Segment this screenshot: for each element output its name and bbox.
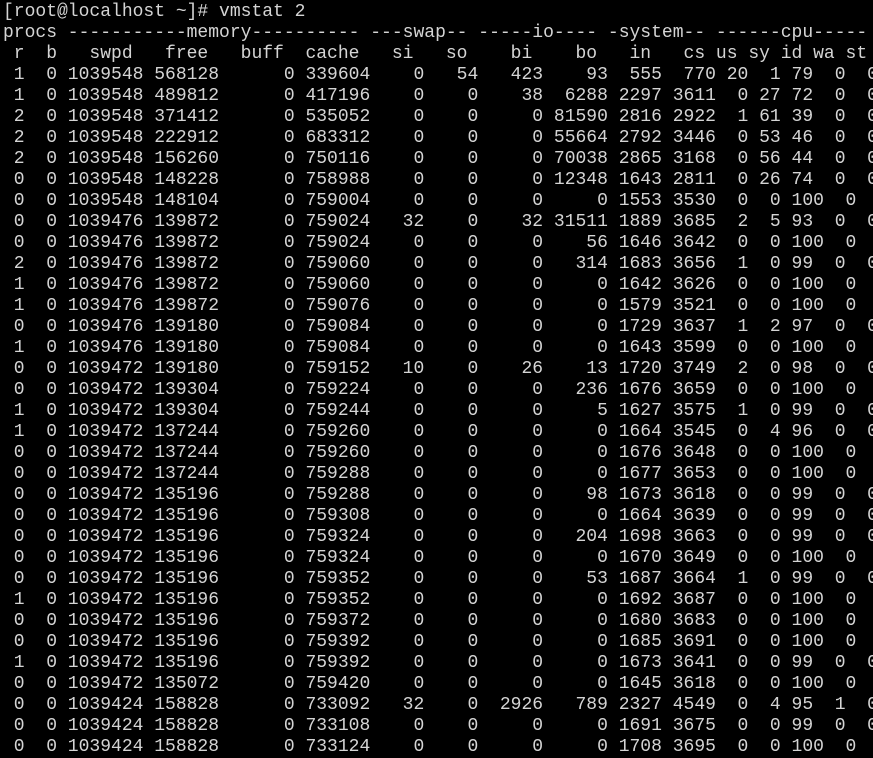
vmstat-row: 0 0 1039424 158828 0 733124 0 0 0 0 1708… <box>3 737 873 757</box>
vmstat-row: 0 0 1039476 139872 0 759024 0 0 0 56 164… <box>3 233 873 253</box>
vmstat-row: 1 0 1039472 137244 0 759260 0 0 0 0 1664… <box>3 422 873 442</box>
vmstat-row: 2 0 1039548 156260 0 750116 0 0 0 70038 … <box>3 149 873 169</box>
vmstat-row: 0 0 1039472 135196 0 759372 0 0 0 0 1680… <box>3 611 873 631</box>
vmstat-row: 1 0 1039548 489812 0 417196 0 0 38 6288 … <box>3 86 873 106</box>
vmstat-row: 1 0 1039548 568128 0 339604 0 54 423 93 … <box>3 65 873 85</box>
vmstat-row: 0 0 1039476 139180 0 759084 0 0 0 0 1729… <box>3 317 873 337</box>
vmstat-group-header: procs -----------memory---------- ---swa… <box>3 23 868 43</box>
vmstat-row: 0 0 1039548 148228 0 758988 0 0 0 12348 … <box>3 170 873 190</box>
vmstat-row: 0 0 1039472 135072 0 759420 0 0 0 0 1645… <box>3 674 873 694</box>
vmstat-row: 0 0 1039472 135196 0 759324 0 0 0 0 1670… <box>3 548 873 568</box>
vmstat-row: 2 0 1039476 139872 0 759060 0 0 0 314 16… <box>3 254 873 274</box>
vmstat-row: 0 0 1039472 135196 0 759288 0 0 0 98 167… <box>3 485 873 505</box>
vmstat-row: 0 0 1039424 158828 0 733092 32 0 2926 78… <box>3 695 873 715</box>
vmstat-row: 0 0 1039472 137244 0 759260 0 0 0 0 1676… <box>3 443 873 463</box>
vmstat-row: 0 0 1039472 135196 0 759324 0 0 0 204 16… <box>3 527 873 547</box>
vmstat-row: 1 0 1039472 139304 0 759244 0 0 0 5 1627… <box>3 401 873 421</box>
vmstat-row: 0 0 1039472 135196 0 759392 0 0 0 0 1685… <box>3 632 873 652</box>
vmstat-row: 1 0 1039472 135196 0 759352 0 0 0 0 1692… <box>3 590 873 610</box>
vmstat-column-header: r b swpd free buff cache si so bi bo in … <box>3 44 868 64</box>
vmstat-row: 0 0 1039476 139872 0 759024 32 0 32 3151… <box>3 212 873 232</box>
vmstat-row: 1 0 1039476 139872 0 759076 0 0 0 0 1579… <box>3 296 873 316</box>
vmstat-row: 0 0 1039548 148104 0 759004 0 0 0 0 1553… <box>3 191 873 211</box>
vmstat-row: 0 0 1039472 139304 0 759224 0 0 0 236 16… <box>3 380 873 400</box>
vmstat-row: 2 0 1039548 371412 0 535052 0 0 0 81590 … <box>3 107 873 127</box>
vmstat-row: 0 0 1039472 135196 0 759352 0 0 0 53 168… <box>3 569 873 589</box>
vmstat-row: 2 0 1039548 222912 0 683312 0 0 0 55664 … <box>3 128 873 148</box>
vmstat-row: 0 0 1039472 137244 0 759288 0 0 0 0 1677… <box>3 464 873 484</box>
vmstat-output-rows: 1 0 1039548 568128 0 339604 0 54 423 93 … <box>3 65 873 758</box>
vmstat-row: 0 0 1039424 158828 0 733108 0 0 0 0 1691… <box>3 716 873 736</box>
vmstat-row: 1 0 1039476 139872 0 759060 0 0 0 0 1642… <box>3 275 873 295</box>
vmstat-row: 1 0 1039476 139180 0 759084 0 0 0 0 1643… <box>3 338 873 358</box>
vmstat-row: 0 0 1039472 139180 0 759152 10 0 26 13 1… <box>3 359 873 379</box>
command-prompt-line: [root@localhost ~]# vmstat 2 <box>3 2 306 22</box>
vmstat-row: 1 0 1039472 135196 0 759392 0 0 0 0 1673… <box>3 653 873 673</box>
vmstat-row: 0 0 1039472 135196 0 759308 0 0 0 0 1664… <box>3 506 873 526</box>
